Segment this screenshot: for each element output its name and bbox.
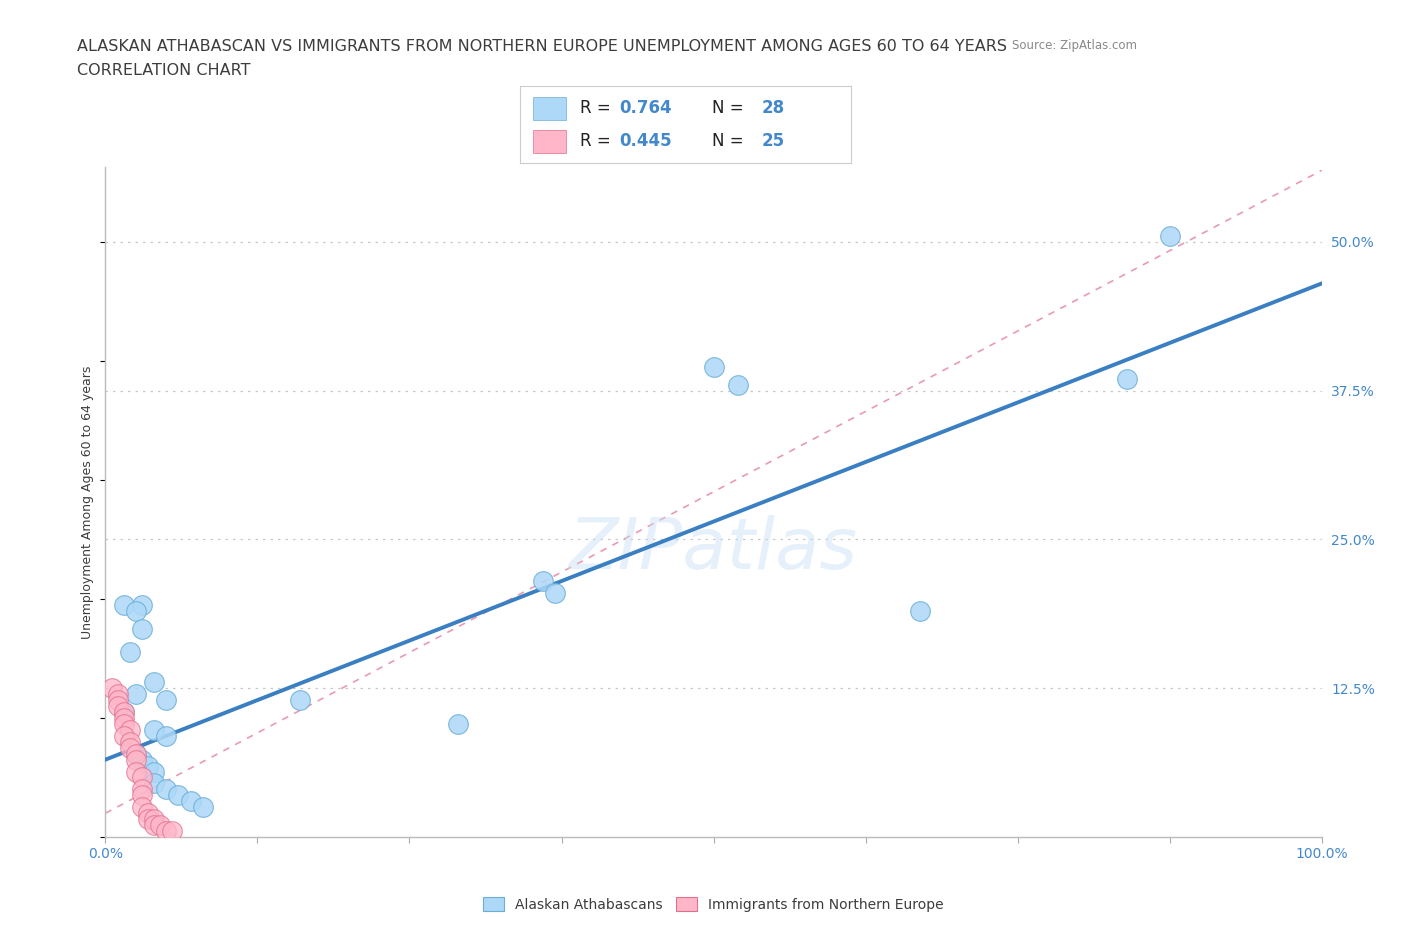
Point	[155, 693, 177, 708]
Point	[100, 681, 122, 696]
Point	[143, 675, 166, 690]
Point	[125, 686, 148, 701]
Point	[136, 758, 159, 773]
Point	[131, 800, 153, 815]
Text: 0.764: 0.764	[620, 99, 672, 117]
Point	[155, 728, 177, 743]
Point	[125, 746, 148, 761]
Text: N =: N =	[711, 99, 749, 117]
Point	[1116, 371, 1139, 386]
Point	[143, 812, 166, 827]
Point	[447, 716, 470, 731]
Point	[288, 693, 311, 708]
Point	[544, 586, 567, 601]
Point	[125, 752, 148, 767]
Point	[107, 698, 129, 713]
Point	[107, 693, 129, 708]
Text: ZIPatlas: ZIPatlas	[569, 514, 858, 583]
Point	[112, 716, 135, 731]
Point	[131, 621, 153, 636]
Point	[131, 752, 153, 767]
Text: 0.445: 0.445	[620, 132, 672, 150]
Text: R =: R =	[579, 99, 616, 117]
Y-axis label: Unemployment Among Ages 60 to 64 years: Unemployment Among Ages 60 to 64 years	[80, 365, 94, 639]
Point	[167, 788, 190, 803]
Point	[180, 794, 202, 809]
Point	[1159, 229, 1181, 244]
Text: N =: N =	[711, 132, 749, 150]
Point	[118, 740, 141, 755]
Point	[112, 728, 135, 743]
Point	[131, 788, 153, 803]
Point	[131, 597, 153, 612]
Point	[118, 645, 141, 660]
Point	[191, 800, 214, 815]
Point	[131, 770, 153, 785]
Point	[118, 723, 141, 737]
Point	[112, 705, 135, 720]
Point	[112, 711, 135, 725]
Point	[149, 817, 172, 832]
Text: R =: R =	[579, 132, 616, 150]
Point	[155, 824, 177, 839]
Point	[143, 776, 166, 790]
Point	[131, 782, 153, 797]
Text: 28: 28	[762, 99, 785, 117]
Point	[143, 817, 166, 832]
Point	[112, 705, 135, 720]
Point	[112, 597, 135, 612]
Point	[118, 735, 141, 750]
Point	[727, 378, 749, 392]
Bar	[533, 97, 567, 120]
Point	[531, 574, 554, 589]
Point	[125, 746, 148, 761]
Point	[910, 604, 932, 618]
Point	[143, 723, 166, 737]
Text: Source: ZipAtlas.com: Source: ZipAtlas.com	[1012, 39, 1137, 52]
Text: ALASKAN ATHABASCAN VS IMMIGRANTS FROM NORTHERN EUROPE UNEMPLOYMENT AMONG AGES 60: ALASKAN ATHABASCAN VS IMMIGRANTS FROM NO…	[77, 39, 1007, 54]
Bar	[533, 130, 567, 153]
Text: 25: 25	[762, 132, 785, 150]
Point	[125, 764, 148, 779]
Point	[136, 812, 159, 827]
Legend: Alaskan Athabascans, Immigrants from Northern Europe: Alaskan Athabascans, Immigrants from Nor…	[478, 892, 949, 917]
Point	[702, 359, 725, 374]
Point	[125, 604, 148, 618]
Text: CORRELATION CHART: CORRELATION CHART	[77, 63, 250, 78]
Point	[143, 764, 166, 779]
Point	[162, 824, 184, 839]
Point	[136, 805, 159, 820]
Point	[155, 782, 177, 797]
Point	[107, 686, 129, 701]
